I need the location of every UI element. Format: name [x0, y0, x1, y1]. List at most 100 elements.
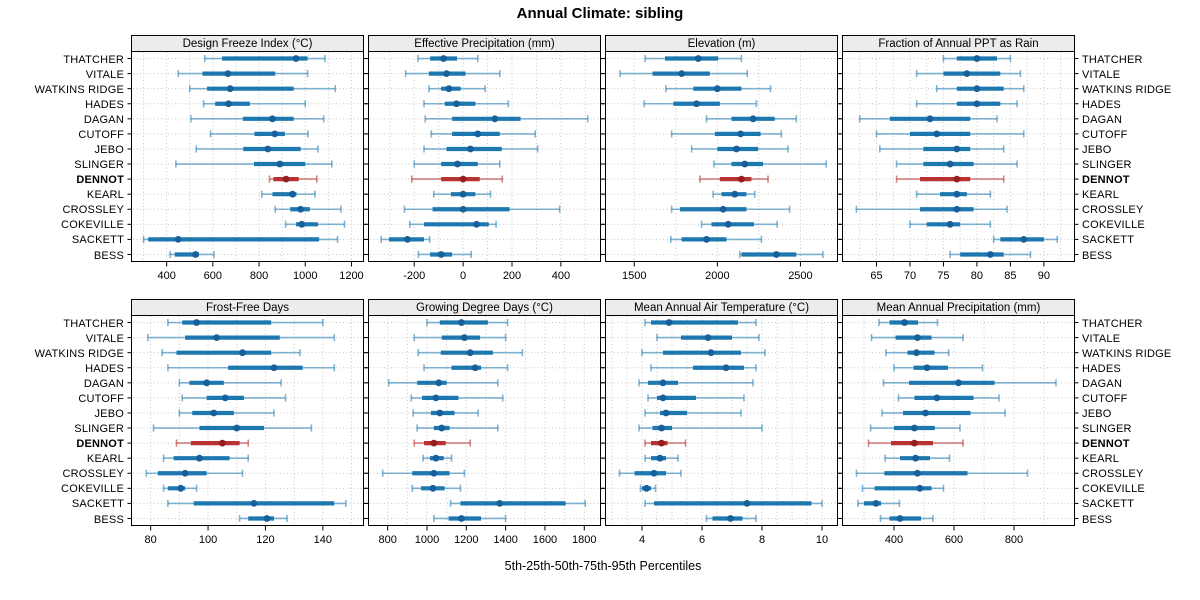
station-label: SLINGER: [1082, 423, 1132, 436]
median-dot: [973, 55, 981, 62]
percentile-series: [700, 220, 778, 228]
panel-plot: 800 1000 1200 1400 1600 1800: [364, 315, 605, 546]
station-labels-left: THATCHER VITALE WATKINS RIDGE HADES DAGAN CUT…: [0, 299, 131, 527]
station-label: KEARL: [1082, 453, 1120, 466]
median-dot: [946, 160, 954, 168]
percentile-series: [705, 514, 757, 523]
percentile-series: [641, 349, 766, 357]
percentile-series: [618, 469, 682, 477]
median-dot: [727, 515, 734, 522]
percentile-series: [869, 424, 961, 432]
station-label: DAGAN: [83, 113, 124, 126]
panel: Frost-Free Days 80 100 120 140: [127, 299, 368, 550]
station-label: DENNOT: [1082, 174, 1130, 187]
median-dot: [292, 55, 300, 62]
median-dot: [901, 319, 908, 326]
panel-strip: Mean Annual Air Temperature (°C): [605, 299, 838, 316]
x-tick-label: 65: [870, 270, 882, 282]
percentile-series: [690, 145, 789, 153]
percentile-series: [855, 205, 1008, 213]
x-tick-label: 120: [256, 534, 274, 546]
panel: Elevation (m) 1500 2000 2500: [601, 35, 842, 286]
station-label: JEBO: [94, 144, 124, 156]
percentile-series: [909, 220, 992, 228]
percentile-series: [712, 190, 756, 198]
median-dot: [459, 190, 467, 198]
percentile-series: [915, 70, 1022, 78]
percentile-series: [152, 424, 313, 432]
panel-strip-label: Effective Precipitation (mm): [414, 37, 555, 50]
percentile-series: [412, 409, 479, 417]
median-dot: [737, 130, 745, 138]
percentile-series: [670, 205, 791, 213]
percentile-series: [855, 469, 1029, 477]
percentile-series: [992, 235, 1059, 243]
station-label: KEARL: [1082, 189, 1120, 202]
percentile-series: [403, 205, 561, 213]
median-dot: [1020, 235, 1028, 243]
median-dot: [269, 115, 276, 123]
percentile-series: [177, 70, 309, 78]
percentile-series: [261, 190, 316, 198]
percentile-series: [942, 54, 1012, 63]
x-tick-label: 10: [816, 534, 828, 546]
median-dot: [226, 85, 234, 93]
station-label: SACKETT: [71, 498, 124, 511]
median-dot: [658, 424, 665, 432]
median-dot: [221, 394, 229, 402]
station-label: JEBO: [94, 408, 124, 420]
panel: Effective Precipitation (mm) -200 0 200 400: [364, 35, 605, 286]
median-dot: [430, 439, 438, 447]
median-dot: [973, 85, 981, 93]
x-tick-label: 800: [1005, 534, 1023, 546]
median-dot: [471, 364, 479, 372]
x-tick-label: 1600: [533, 534, 557, 546]
median-dot: [213, 334, 221, 342]
percentile-series: [644, 409, 742, 417]
percentile-series-highlight: [699, 175, 769, 183]
median-dot: [694, 55, 702, 62]
station-label: SACKETT: [71, 234, 124, 247]
median-dot: [665, 319, 673, 326]
median-dot: [436, 409, 444, 417]
x-tick-label: -200: [403, 270, 425, 282]
station-label: BESS: [1082, 513, 1113, 526]
median-dot: [953, 205, 961, 213]
median-dot: [707, 349, 715, 357]
percentile-series: [175, 160, 333, 168]
percentile-series: [915, 100, 1018, 108]
percentile-series: [638, 424, 763, 432]
station-label: DAGAN: [1082, 113, 1123, 126]
median-dot: [719, 205, 727, 213]
x-tick-label: 400: [157, 270, 175, 282]
percentile-series: [238, 514, 288, 523]
percentile-series: [416, 424, 499, 432]
median-dot: [650, 469, 658, 477]
x-tick-label: 800: [250, 270, 268, 282]
panel: Growing Degree Days (°C) 800 1000 1200 1400 1…: [364, 299, 605, 550]
percentile-series: [885, 349, 950, 357]
station-label: WATKINS RIDGE: [34, 347, 124, 360]
median-dot: [912, 454, 919, 462]
x-tick-label: 600: [204, 270, 222, 282]
panel: Fraction of Annual PPT as Rain 65 70 75 80 85…: [838, 35, 1079, 286]
percentile-series: [284, 220, 346, 228]
percentile-series: [417, 349, 524, 357]
percentile-series: [424, 115, 589, 123]
median-dot: [933, 130, 941, 138]
x-tick-label: 400: [552, 270, 570, 282]
percentile-series: [432, 190, 492, 198]
station-label: SLINGER: [1082, 159, 1132, 172]
percentile-series: [188, 85, 337, 93]
x-tick-label: 1800: [572, 534, 596, 546]
percentile-series: [404, 70, 501, 78]
x-tick-label: 80: [971, 270, 983, 282]
percentile-series: [145, 469, 244, 477]
median-dot: [933, 394, 941, 402]
station-label: BESS: [93, 249, 124, 262]
panel: Mean Annual Precipitation (mm) 400 600 800: [838, 299, 1079, 550]
percentile-series: [665, 85, 772, 93]
station-label: CUTOFF: [78, 128, 124, 141]
median-dot: [704, 334, 712, 342]
panel-strip-label: Mean Annual Air Temperature (°C): [633, 301, 810, 314]
